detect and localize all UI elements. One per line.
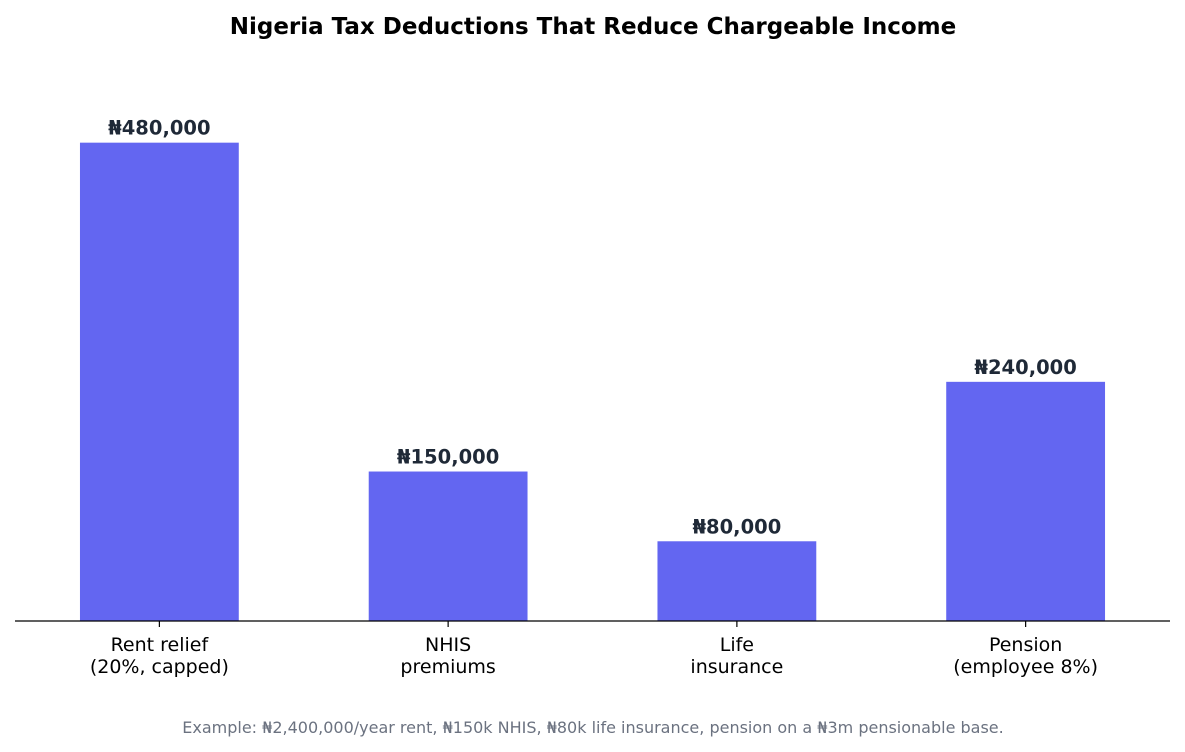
x-tick-label-1-line-0: NHIS (425, 634, 471, 656)
data-label-3: ₦240,000 (974, 356, 1076, 379)
x-tick-label-2-line-1: insurance (690, 656, 783, 678)
footnote: Example: ₦2,400,000/year rent, ₦150k NHI… (182, 718, 1003, 737)
x-tick-label-0-line-0: Rent relief (111, 634, 210, 656)
data-label-0: ₦480,000 (108, 117, 210, 140)
bar-1 (368, 471, 528, 621)
bar-3 (946, 381, 1106, 621)
x-tick-label-0-line-1: (20%, capped) (90, 656, 229, 678)
bars-group (79, 142, 1106, 622)
chart-title: Nigeria Tax Deductions That Reduce Charg… (230, 14, 957, 40)
x-tick-label-1-line-1: premiums (400, 656, 495, 678)
data-label-2: ₦80,000 (692, 515, 781, 538)
data-labels-group: ₦480,000 ₦150,000 ₦80,000 ₦240,000 (108, 117, 1077, 539)
x-tick-label-3-line-1: (employee 8%) (953, 656, 1098, 678)
x-tick-label-2-line-0: Life (720, 634, 754, 656)
data-label-1: ₦150,000 (397, 446, 499, 469)
bar-2 (657, 541, 817, 621)
bar-0 (79, 142, 239, 622)
x-tick-label-3-line-0: Pension (989, 634, 1062, 656)
